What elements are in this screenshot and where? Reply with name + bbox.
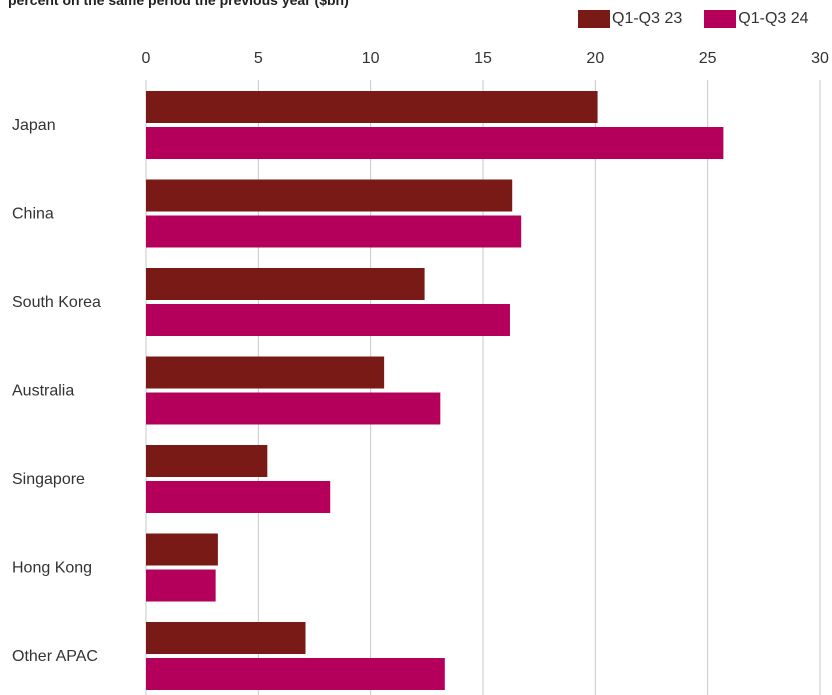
x-tick-label: 10 <box>362 50 380 67</box>
category-label: South Korea <box>12 294 101 311</box>
bar-singapore-series-1 <box>146 445 268 477</box>
bars <box>146 91 724 690</box>
bar-south-korea-series-1 <box>146 268 425 300</box>
legend: Q1-Q3 23 Q1-Q3 24 <box>578 10 809 28</box>
bar-australia-series-1 <box>146 356 385 389</box>
bar-singapore-series-2 <box>146 481 331 513</box>
x-tick-label: 0 <box>142 50 151 67</box>
bar-other-apac-series-2 <box>146 658 445 690</box>
legend-item-series-2: Q1-Q3 24 <box>704 10 809 28</box>
bar-hong-kong-series-1 <box>146 533 218 566</box>
x-tick-label: 15 <box>474 50 492 67</box>
legend-label-series-1: Q1-Q3 23 <box>612 10 683 27</box>
bar-south-korea-series-2 <box>146 304 510 336</box>
category-label: China <box>12 206 54 223</box>
x-tick-label: 20 <box>586 50 604 67</box>
x-tick-label: 5 <box>254 50 263 67</box>
bar-china-series-2 <box>146 215 522 248</box>
bar-australia-series-2 <box>146 392 441 425</box>
x-tick-label: 30 <box>811 50 829 67</box>
bar-china-series-1 <box>146 179 513 212</box>
category-label: Japan <box>12 117 56 134</box>
legend-item-series-1: Q1-Q3 23 <box>578 10 682 28</box>
category-label: Australia <box>12 383 74 400</box>
chart-subtitle: percent on the same period the previous … <box>8 0 349 8</box>
bar-hong-kong-series-2 <box>146 569 216 602</box>
x-tick-label: 25 <box>699 50 717 67</box>
legend-swatch-series-2 <box>704 10 737 28</box>
category-label: Singapore <box>12 471 85 488</box>
bar-other-apac-series-1 <box>146 622 306 654</box>
bar-japan-series-1 <box>146 91 598 123</box>
legend-swatch-series-1 <box>578 10 610 28</box>
category-label: Hong Kong <box>12 560 92 577</box>
bar-japan-series-2 <box>146 127 724 159</box>
legend-label-series-2: Q1-Q3 24 <box>738 10 809 27</box>
category-label: Other APAC <box>12 648 98 665</box>
category-labels: Japan China South Korea Australia Singapore H… <box>12 117 101 665</box>
x-axis-ticks: 0 5 10 15 20 25 30 <box>142 50 829 67</box>
